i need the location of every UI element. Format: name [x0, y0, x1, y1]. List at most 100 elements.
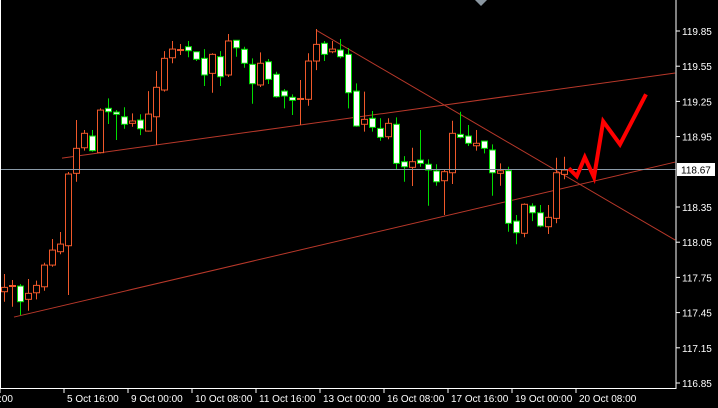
candle-body [393, 123, 400, 164]
y-tick-label: 117.15 [682, 344, 712, 355]
candle [257, 52, 264, 87]
candles [1, 29, 568, 316]
candle [369, 111, 376, 132]
candle-body [281, 90, 288, 97]
candle-body [545, 216, 552, 228]
candle-body [321, 42, 328, 55]
candle [241, 46, 248, 68]
candle-body [521, 203, 528, 234]
candle-body [377, 127, 384, 138]
candle-body [481, 140, 488, 149]
candle-body [433, 170, 440, 183]
candle-body [249, 63, 256, 85]
candle [97, 108, 104, 154]
candle-body [473, 142, 480, 147]
candle [265, 59, 272, 85]
candle-body [49, 249, 56, 266]
candle [121, 107, 128, 129]
candle-body [561, 169, 568, 175]
candle [457, 111, 464, 139]
candle-body [129, 120, 136, 124]
candle-body [529, 205, 536, 214]
candle-body [353, 90, 360, 127]
candle-body [25, 292, 32, 300]
candle-body [457, 133, 464, 138]
candle-body [385, 122, 392, 138]
x-tick-label: 13 Oct 00:00 [323, 394, 381, 405]
candle [433, 164, 440, 186]
candle [289, 94, 296, 116]
y-tick-label: 119.55 [682, 62, 712, 73]
candle-body [337, 49, 344, 58]
candle-body [489, 149, 496, 174]
candle [329, 40, 336, 54]
x-tick-label: 19 Oct 00:00 [515, 394, 573, 405]
candle-body [105, 107, 112, 113]
candle-body [185, 46, 192, 52]
candle [337, 38, 344, 59]
candle [273, 71, 280, 98]
candle [313, 29, 320, 71]
candle-body [9, 284, 16, 287]
candle [233, 39, 240, 57]
y-tick-label: 118.35 [682, 203, 712, 214]
candle [425, 159, 432, 206]
plot-area-border [0, 0, 677, 389]
trendline-3[interactable] [315, 29, 676, 241]
candle [281, 89, 288, 109]
x-tick-label: 5 Oct 16:00 [67, 394, 119, 405]
candle-body [409, 161, 416, 168]
candle-body [265, 61, 272, 80]
candle [417, 130, 424, 167]
candle-body [161, 57, 168, 91]
candle-body [169, 48, 176, 59]
candle [545, 205, 552, 234]
candle [377, 118, 384, 141]
y-tick-label: 116.85 [682, 379, 712, 390]
candle-body [113, 111, 120, 115]
candle-body [121, 116, 128, 125]
x-tick-label: 20 Oct 08:00 [579, 394, 637, 405]
candle [361, 91, 368, 132]
candle-body [177, 49, 184, 52]
x-tick-label: 11 Oct 16:00 [259, 394, 316, 405]
candle-body [217, 56, 224, 78]
candle [169, 40, 176, 64]
candle-body [417, 159, 424, 164]
candle-body [233, 39, 240, 49]
trendline-2[interactable] [61, 72, 676, 159]
candle [145, 91, 152, 132]
x-tick-label: 17 Oct 16:00 [451, 394, 509, 405]
candle [73, 120, 80, 182]
chart-shift-marker[interactable] [475, 0, 487, 6]
candle [209, 53, 216, 93]
candle [217, 51, 224, 87]
candle [193, 51, 200, 62]
candle [41, 262, 48, 291]
candle [297, 80, 304, 125]
candle [505, 166, 512, 232]
candle [529, 203, 536, 222]
x-tick-label: 16 Oct 08:00 [387, 394, 445, 405]
candle-body [361, 118, 368, 125]
candle-body [497, 170, 504, 174]
candle-body [537, 212, 544, 227]
candle [161, 51, 168, 92]
candle-body [513, 220, 520, 234]
candle [201, 49, 208, 87]
candle [353, 83, 360, 127]
forecast-zigzag [567, 93, 648, 185]
candle [49, 239, 56, 267]
x-tick-label: :00 [0, 394, 13, 405]
candle [225, 34, 232, 77]
candle [481, 140, 488, 154]
candle [177, 44, 184, 56]
trendline-1[interactable] [13, 161, 676, 318]
candle [409, 147, 416, 186]
current-price-box [677, 163, 715, 176]
candle [1, 273, 8, 302]
candle [153, 71, 160, 146]
y-tick-label: 117.75 [682, 273, 712, 284]
candle-body [441, 171, 448, 182]
